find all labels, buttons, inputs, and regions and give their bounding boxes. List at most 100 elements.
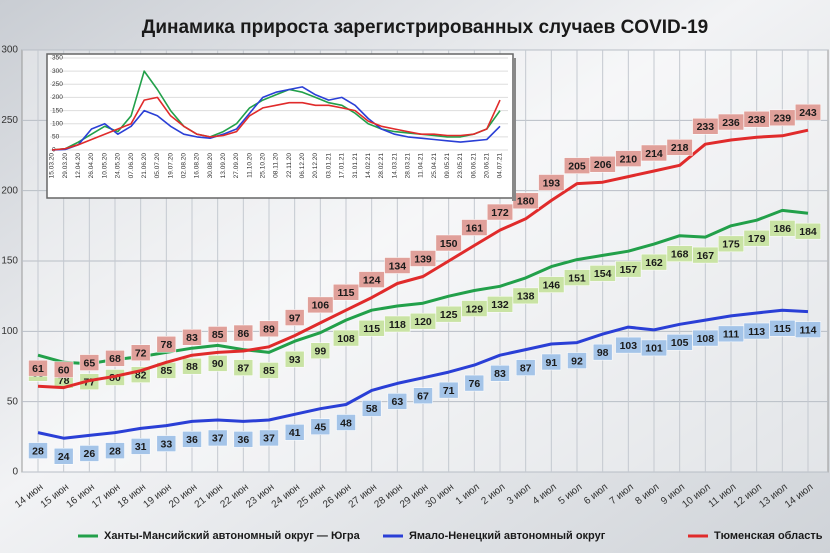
value-label: 236 xyxy=(722,117,740,129)
value-label-box xyxy=(182,357,202,375)
x-tick-label: 14.02.21 xyxy=(365,153,372,179)
value-label: 60 xyxy=(58,364,70,376)
value-label: 67 xyxy=(417,391,429,403)
value-label-box xyxy=(541,353,562,371)
x-tick-label: 16.08.20 xyxy=(194,153,201,179)
x-tick-label: 07.06.20 xyxy=(128,153,135,179)
value-label-box xyxy=(743,229,770,247)
value-label: 36 xyxy=(186,434,198,446)
value-label: 28 xyxy=(32,445,44,457)
value-label: 65 xyxy=(83,357,95,369)
value-label: 31 xyxy=(135,441,147,453)
x-tick-label: 17.01.21 xyxy=(339,153,346,179)
value-label: 115 xyxy=(363,323,380,335)
y-tick-label: 200 xyxy=(52,94,63,101)
value-label: 88 xyxy=(186,361,198,373)
value-label-box xyxy=(310,418,331,435)
value-label-box xyxy=(207,326,228,343)
value-label: 90 xyxy=(212,358,224,370)
value-label: 97 xyxy=(289,312,301,324)
value-label: 243 xyxy=(799,107,817,119)
y-tick-label: 150 xyxy=(52,107,63,114)
x-tick-label: 06.06.21 xyxy=(470,153,477,179)
value-label: 85 xyxy=(263,365,275,377)
series-line xyxy=(37,128,809,390)
value-label: 82 xyxy=(135,369,147,381)
y-tick-label: 0 xyxy=(12,467,18,478)
legend-label: Тюменская область xyxy=(714,530,823,542)
value-label-box xyxy=(512,287,539,305)
x-tick-label: 27.09.20 xyxy=(233,153,240,179)
value-label-box xyxy=(795,321,821,338)
value-label-box xyxy=(487,203,513,221)
value-label-box xyxy=(333,329,359,347)
y-tick-label: 50 xyxy=(52,134,60,141)
value-label-box xyxy=(79,445,100,462)
x-tick-label: 11.04.21 xyxy=(418,153,425,178)
value-label: 218 xyxy=(671,142,689,154)
value-label: 179 xyxy=(748,233,766,245)
value-label: 45 xyxy=(314,421,326,433)
value-label-box xyxy=(490,364,510,382)
value-label-box xyxy=(79,354,100,371)
value-label-box xyxy=(435,234,462,252)
value-label-box xyxy=(438,381,459,399)
value-label: 103 xyxy=(620,340,638,352)
value-label: 80 xyxy=(109,372,121,384)
value-label: 37 xyxy=(263,433,275,445)
value-label-box xyxy=(538,174,565,191)
value-label-box xyxy=(413,387,433,405)
value-label-box xyxy=(461,219,488,236)
value-label: 180 xyxy=(517,196,535,208)
value-label: 233 xyxy=(697,121,715,133)
value-label: 111 xyxy=(723,329,740,341)
value-label: 186 xyxy=(774,223,792,235)
legend-label: Ямало-Ненецкий автономный округ xyxy=(409,530,606,542)
x-tick-label: 10.05.20 xyxy=(101,153,108,179)
y-tick-label: 250 xyxy=(1,115,18,126)
x-tick-label: 25.04.21 xyxy=(431,153,438,179)
x-tick-label: 22.11.20 xyxy=(286,153,293,178)
value-label: 151 xyxy=(568,272,586,284)
value-label: 129 xyxy=(466,303,484,315)
value-label: 167 xyxy=(697,250,715,262)
x-tick-label: 31.01.21 xyxy=(352,153,359,179)
value-label: 58 xyxy=(366,403,378,415)
x-tick-label: 05.07.20 xyxy=(154,153,161,179)
value-label-box xyxy=(207,355,228,372)
x-tick-label: 19.07.20 xyxy=(167,153,174,179)
value-label: 61 xyxy=(32,363,44,375)
x-tick-label: 14.03.21 xyxy=(391,153,398,179)
value-label-box xyxy=(284,350,305,368)
value-label: 172 xyxy=(491,207,509,219)
value-label: 77 xyxy=(83,376,95,388)
value-label: 168 xyxy=(671,248,689,260)
value-label-box xyxy=(487,296,513,313)
x-tick-label: 12.04.20 xyxy=(75,153,82,179)
value-label: 114 xyxy=(800,324,817,336)
value-label: 37 xyxy=(212,433,224,445)
value-label: 115 xyxy=(338,287,355,299)
value-label: 85 xyxy=(212,329,224,341)
value-label: 91 xyxy=(545,357,557,369)
value-label: 206 xyxy=(594,159,612,171)
x-tick-label: 25.10.20 xyxy=(260,153,267,179)
value-label: 154 xyxy=(594,268,612,280)
value-label: 83 xyxy=(494,368,506,380)
x-tick-label: 15.03.20 xyxy=(49,153,56,179)
value-label: 93 xyxy=(289,354,301,366)
value-label: 26 xyxy=(83,448,95,460)
value-label-box xyxy=(207,429,228,447)
value-label: 124 xyxy=(363,274,381,286)
value-label-box xyxy=(156,435,177,452)
x-tick-label: 26.04.20 xyxy=(88,153,95,179)
x-tick-label: 24.05.20 xyxy=(115,153,122,179)
value-label: 175 xyxy=(722,239,740,251)
y-tick-label: 200 xyxy=(1,185,18,196)
value-label-box xyxy=(358,271,385,288)
value-label: 115 xyxy=(774,323,791,335)
value-label: 63 xyxy=(391,396,403,408)
value-label: 48 xyxy=(340,417,352,429)
value-label: 150 xyxy=(440,238,458,250)
